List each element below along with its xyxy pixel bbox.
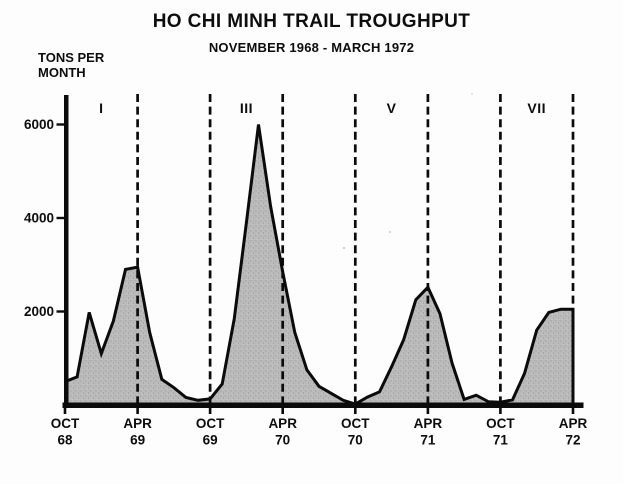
x-tick-label-month: OCT xyxy=(341,416,370,431)
campaign-label: I xyxy=(99,100,103,116)
campaign-label: VII xyxy=(527,100,546,116)
y-axis-tick xyxy=(56,310,65,313)
x-tick-label-year: 69 xyxy=(130,433,145,448)
y-tick-label: 4000 xyxy=(24,211,54,226)
x-axis-tick xyxy=(426,408,430,414)
campaign-divider-layer xyxy=(136,94,575,403)
chart-title: HO CHI MINH TRAIL TROUGHPUT xyxy=(152,11,471,32)
x-axis-tick xyxy=(63,408,67,414)
axis-label-layer: 2000 4000 6000 OCT 68 APR 69 OCT 69 APR 70 OCT 70 APR… xyxy=(24,100,588,448)
chart-subtitle: NOVEMBER 1968 - MARCH 1972 xyxy=(208,40,415,55)
x-tick-label-month: APR xyxy=(559,416,588,431)
curve-layer xyxy=(64,124,575,406)
y-axis-unit-label: TONS PER MONTH xyxy=(38,50,105,80)
x-tick-label-month: OCT xyxy=(196,416,225,431)
campaign-label: III xyxy=(240,100,253,116)
y-axis-tick xyxy=(56,216,65,220)
x-tick-label-year: 69 xyxy=(203,433,218,448)
x-tick-label-month: APR xyxy=(268,416,297,431)
y-axis-tick xyxy=(56,123,65,126)
x-tick-label-year: 70 xyxy=(348,433,363,448)
x-axis-tick xyxy=(281,408,284,414)
tick-layer xyxy=(56,123,575,414)
x-axis-tick xyxy=(571,408,575,414)
x-tick-label-month: APR xyxy=(123,416,152,431)
scan-speck xyxy=(471,93,473,95)
area-fill-layer xyxy=(65,124,573,405)
x-tick-label-month: OCT xyxy=(486,416,515,431)
y-axis-line xyxy=(64,95,69,408)
x-tick-label-year: 70 xyxy=(275,433,290,448)
y-tick-label: 2000 xyxy=(24,304,54,319)
scan-speck xyxy=(342,246,346,250)
x-axis-line xyxy=(62,402,584,408)
throughput-curve xyxy=(64,124,575,406)
x-axis-tick xyxy=(499,408,502,414)
x-tick-label-year: 71 xyxy=(493,433,509,448)
x-tick-label-year: 72 xyxy=(565,433,580,448)
x-tick-label-month: APR xyxy=(414,416,443,431)
y-tick-label: 6000 xyxy=(24,117,54,132)
throughput-area-fill xyxy=(65,124,573,405)
x-tick-label-month: OCT xyxy=(51,416,80,431)
x-tick-label-year: 71 xyxy=(420,433,436,448)
campaign-label: V xyxy=(387,100,397,116)
x-axis-tick xyxy=(354,408,357,414)
x-tick-label-year: 68 xyxy=(57,433,73,448)
x-axis-tick xyxy=(136,408,139,414)
x-axis-tick xyxy=(208,408,212,414)
scan-speck xyxy=(389,231,391,233)
